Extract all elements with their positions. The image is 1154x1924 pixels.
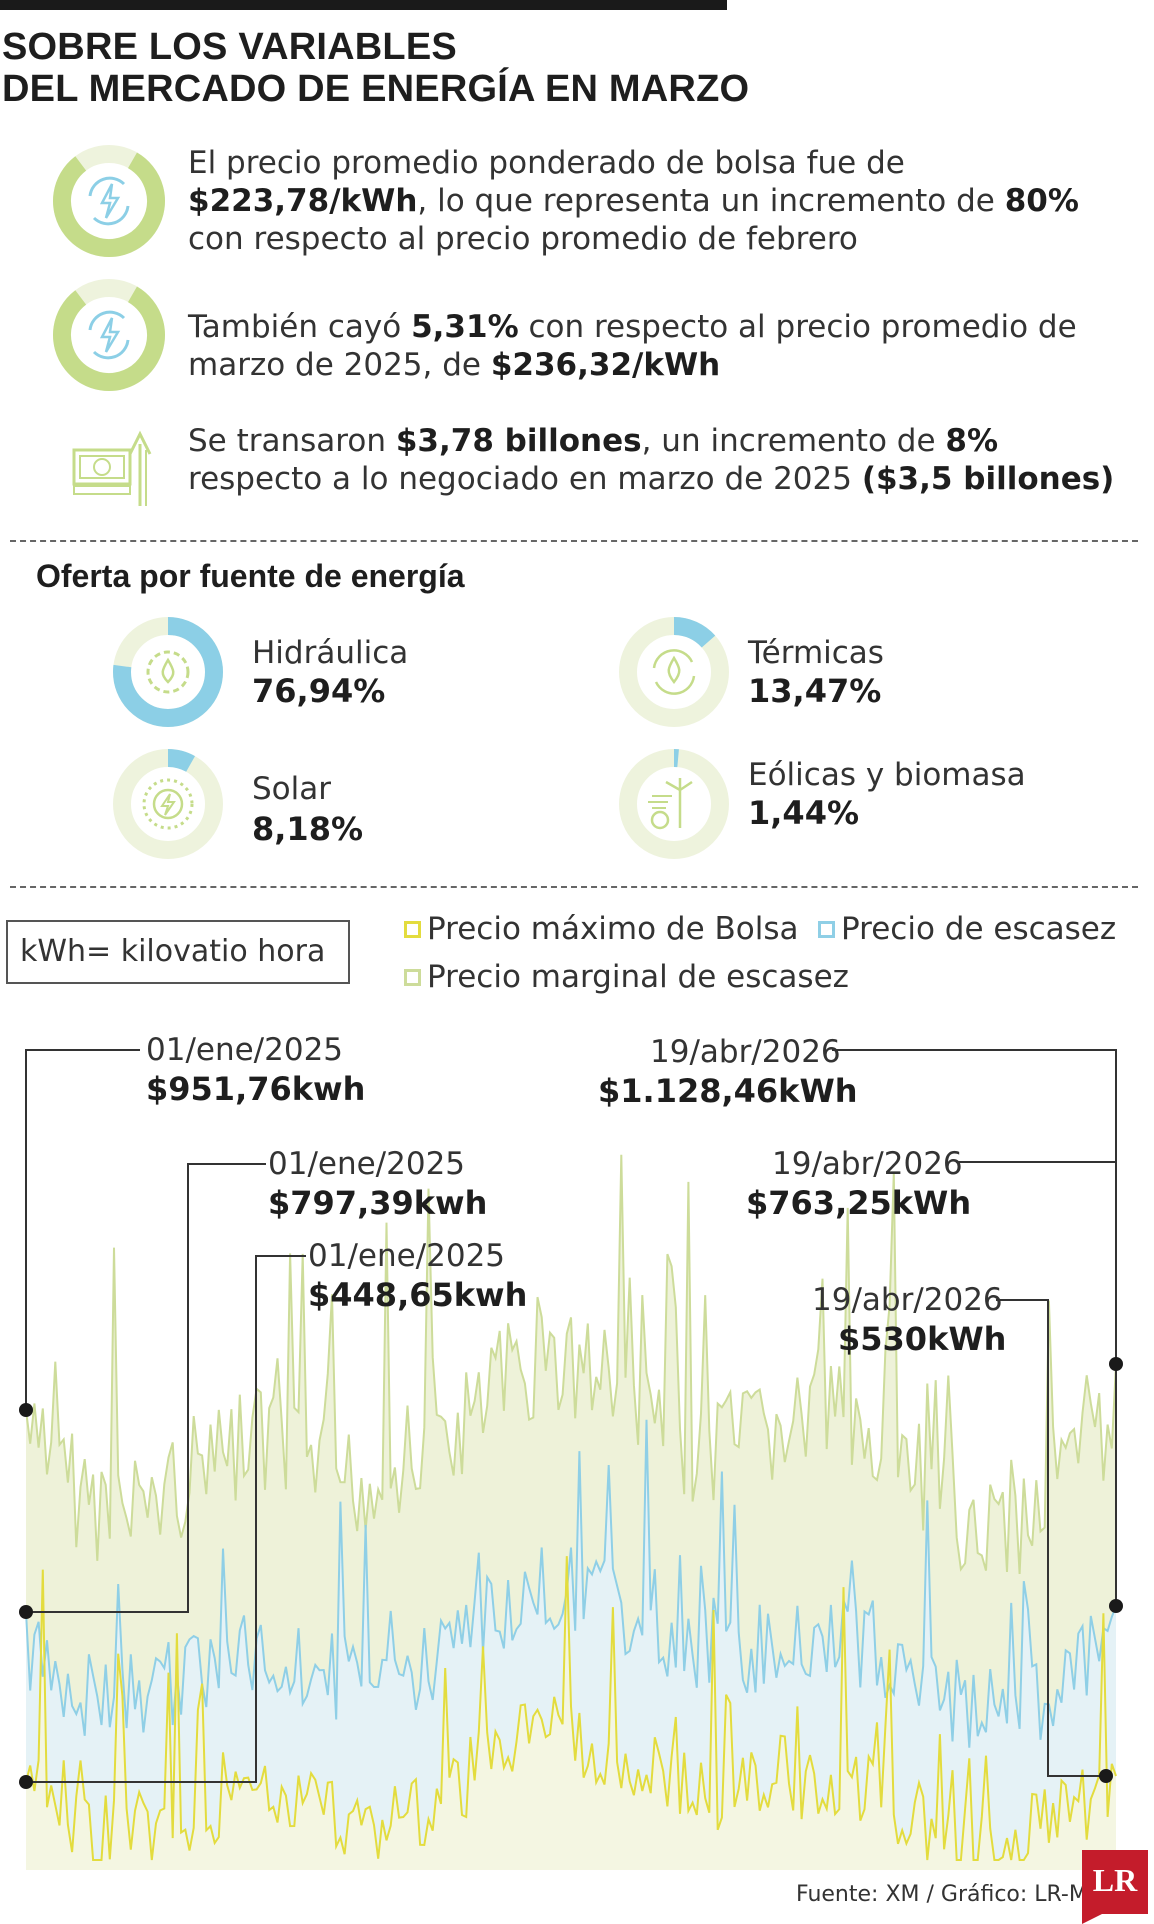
sources-title: Oferta por fuente de energía [36,558,465,594]
divider [10,886,1138,888]
callout-date: 19/abr/2026 [812,1282,1003,1318]
source-value-hidraulica: 76,94% [252,672,386,710]
title-line-2: DEL MERCADO DE ENERGÍA EN MARZO [2,68,750,110]
fact-price-drop: También cayó 5,31% con respecto al preci… [188,309,1077,383]
callout-date: 01/ene/2025 [146,1032,344,1068]
wind-biomass-icon [619,749,729,859]
callout-leader [25,1049,140,1410]
title-line-1: SOBRE LOS VARIABLES [2,26,457,68]
fact-price-average: El precio promedio ponderado de bolsa fu… [188,145,1079,257]
series-line-marginal [25,1154,1117,1575]
water-gear-icon [113,617,223,727]
source-value-eolicas: 1,44% [748,794,860,832]
top-rule [0,0,727,10]
legend-precio-marginal: Precio marginal de escasez [404,958,849,996]
source-label-hidraulica: Hidráulica [252,635,409,671]
source-value-termicas: 13,47% [748,672,882,710]
energy-cycle-icon [52,145,165,257]
callout-date: 19/abr/2026 [772,1146,963,1182]
energy-cycle-icon [52,279,165,391]
end-point-maximo [1099,1769,1113,1783]
legend-precio-maximo: Precio máximo de Bolsa [404,910,799,948]
legend-swatch [404,921,421,938]
callout-value: $763,25kWh [746,1184,972,1222]
price-chart [19,1049,1123,1870]
fact-transactions: Se transaron $3,78 billones, un incremen… [188,423,1115,497]
sun-icon [113,749,223,859]
end-point-marginal [1109,1357,1123,1371]
start-point-maximo [19,1775,33,1789]
callout-leader [26,1255,306,1783]
source-label-eolicas: Eólicas y biomasa [748,757,1026,793]
series-line-maximo [25,1556,1117,1861]
callout-value: $797,39kwh [268,1184,488,1222]
legend-precio-escasez: Precio de escasez [818,910,1116,948]
callout-date: 01/ene/2025 [308,1238,506,1274]
page-title: SOBRE LOS VARIABLES DEL MERCADO DE ENERG… [2,26,749,110]
callout-value: $448,65kwh [308,1276,528,1314]
callout-value: $951,76kwh [146,1070,366,1108]
callout-leader [996,1299,1106,1777]
legend-swatch [818,921,835,938]
source-label-solar: Solar [252,771,331,807]
lr-logo: LR [1082,1850,1148,1924]
divider [10,540,1138,542]
start-point-escasez [19,1605,33,1619]
source-value-solar: 8,18% [252,810,364,848]
kwh-note: kWh= kilovatio hora [6,920,350,984]
thermal-drop-icon [619,617,729,727]
source-label-termicas: Térmicas [748,635,884,671]
callout-leader [956,1161,1117,1606]
legend-swatch [404,969,421,986]
callout-date: 19/abr/2026 [650,1034,841,1070]
source-note: Fuente: XM / Gráfico: LR-MB [796,1882,1103,1907]
end-point-escasez [1109,1599,1123,1613]
callout-value: $530kWh [838,1320,1007,1358]
callout-date: 01/ene/2025 [268,1146,466,1182]
start-point-marginal [19,1403,33,1417]
callout-value: $1.128,46kWh [598,1072,858,1110]
series-line-escasez [25,1419,1117,1748]
money-growth-icon [72,430,152,506]
callout-leader [26,1163,266,1613]
